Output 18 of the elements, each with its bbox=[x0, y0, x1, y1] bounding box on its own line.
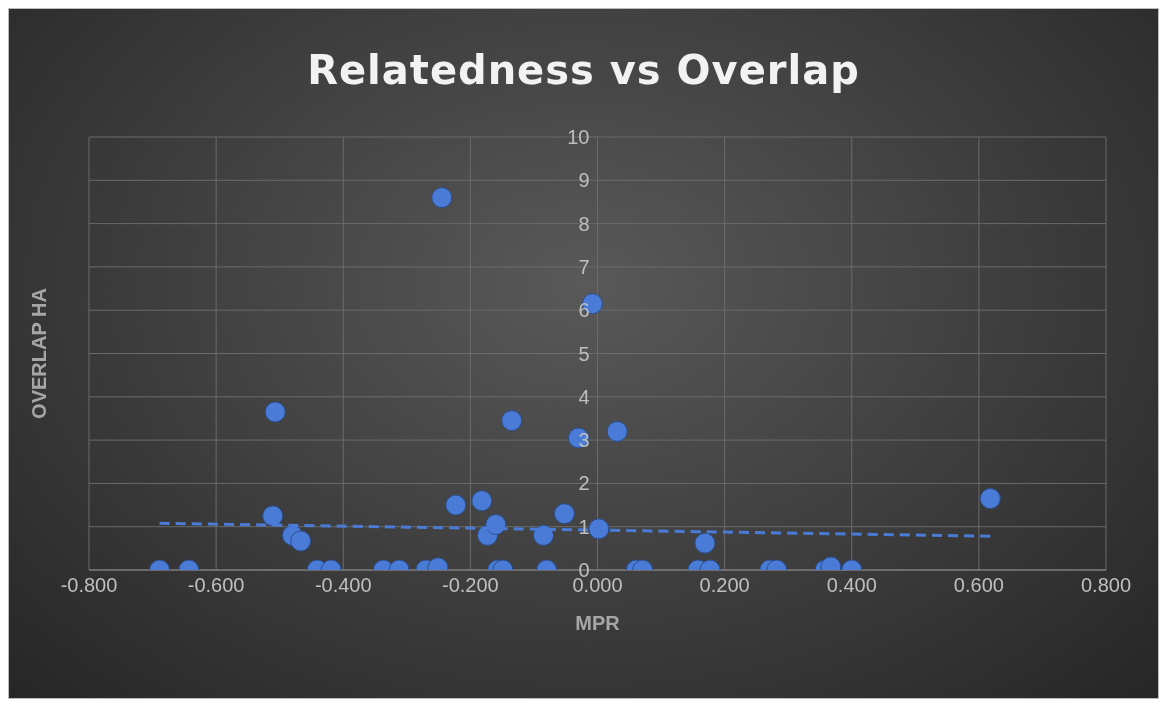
y-axis-title: OVERLAP HA bbox=[28, 288, 51, 419]
x-tick-label: -0.400 bbox=[314, 574, 372, 597]
x-tick-label: -0.200 bbox=[442, 574, 499, 597]
x-tick-label: 0.600 bbox=[953, 574, 1004, 597]
y-tick-label: 4 bbox=[578, 385, 590, 408]
x-tick-label: 0.200 bbox=[699, 574, 750, 597]
x-tick-label: 0.400 bbox=[826, 574, 877, 597]
y-tick-label: 10 bbox=[567, 126, 590, 148]
y-tick-label: 9 bbox=[578, 169, 590, 192]
x-tick-label: -0.600 bbox=[187, 574, 245, 597]
y-tick-label: 8 bbox=[578, 212, 590, 235]
y-tick-label: 2 bbox=[578, 472, 590, 495]
y-tick-label: 7 bbox=[578, 255, 590, 278]
y-tick-label: 5 bbox=[578, 342, 590, 365]
chart-title: Relatedness vs Overlap bbox=[306, 47, 861, 93]
x-axis-title: MPR bbox=[575, 612, 621, 634]
x-tick-label: 0.800 bbox=[1080, 574, 1132, 597]
x-tick-label: -0.800 bbox=[60, 574, 118, 597]
